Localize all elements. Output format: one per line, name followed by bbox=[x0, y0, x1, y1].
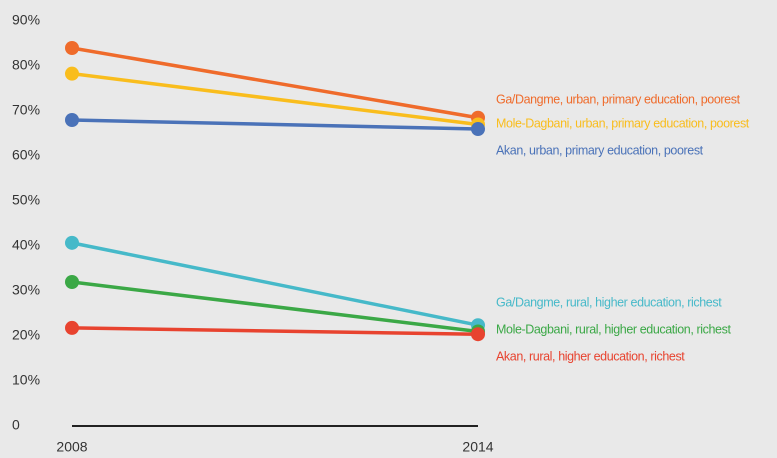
point bbox=[471, 122, 485, 136]
series-line bbox=[71, 326, 479, 336]
series-label: Mole-Dagbani, urban, primary education, … bbox=[496, 116, 750, 130]
series-label: Akan, rural, higher education, richest bbox=[496, 349, 685, 363]
y-tick-label: 50% bbox=[12, 192, 40, 208]
y-tick-label: 10% bbox=[12, 372, 40, 388]
y-tick-label: 60% bbox=[12, 147, 40, 163]
series-label: Ga/Dangme, rural, higher education, rich… bbox=[496, 295, 722, 309]
point bbox=[65, 235, 79, 250]
series-line bbox=[71, 280, 479, 334]
series-line bbox=[71, 241, 479, 327]
y-tick-label: 40% bbox=[12, 237, 40, 253]
y-tick-label: 30% bbox=[12, 282, 40, 298]
series-line bbox=[71, 46, 479, 120]
series-line bbox=[71, 71, 479, 127]
y-tick-label: 20% bbox=[12, 327, 40, 343]
y-tick-label: 80% bbox=[12, 57, 40, 73]
x-tick-label: 2014 bbox=[462, 439, 493, 455]
y-tick-label: 0 bbox=[12, 417, 20, 433]
series-label: Akan, urban, primary education, poorest bbox=[496, 143, 704, 157]
point bbox=[65, 113, 79, 127]
point bbox=[471, 327, 485, 342]
point bbox=[65, 320, 79, 335]
point bbox=[65, 41, 79, 55]
x-tick-label: 2008 bbox=[56, 439, 87, 455]
point bbox=[65, 66, 79, 81]
point bbox=[65, 275, 79, 289]
series-line bbox=[71, 118, 479, 131]
y-tick-label: 90% bbox=[12, 12, 40, 28]
y-tick-label: 70% bbox=[12, 102, 40, 118]
series-label: Ga/Dangme, urban, primary education, poo… bbox=[496, 92, 741, 106]
series-label: Mole-Dagbani, rural, higher education, r… bbox=[496, 322, 731, 336]
